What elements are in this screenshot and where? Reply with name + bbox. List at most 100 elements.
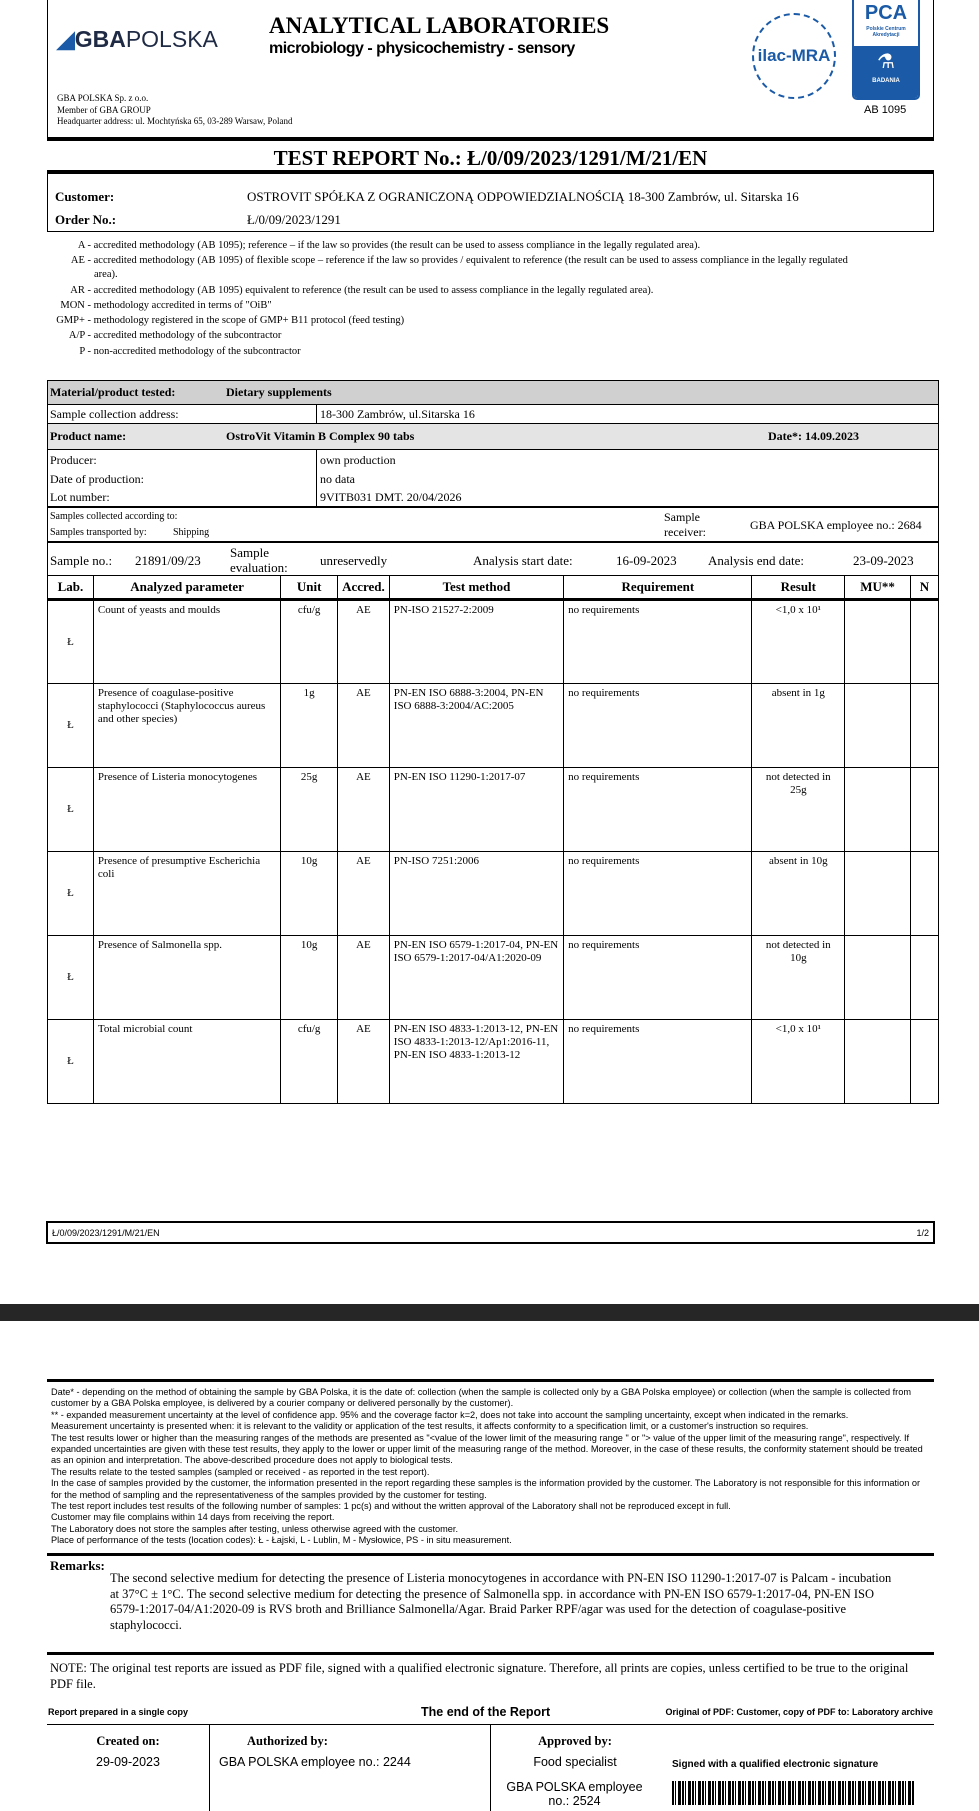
receiver-value: GBA POLSKA employee no.: 2684 — [750, 518, 922, 532]
page-footer: Ł/0/09/2023/1291/M/21/EN 1/2 — [46, 1221, 935, 1244]
divider — [490, 1725, 491, 1811]
end-date-value: 23-09-2023 — [853, 553, 914, 568]
footer-report-no: Ł/0/09/2023/1291/M/21/EN — [52, 1228, 160, 1238]
signed-text: Signed with a qualified electronic signa… — [672, 1759, 879, 1770]
authorized-value: GBA POLSKA employee no.: 2244 — [219, 1755, 411, 1769]
n-cell — [910, 599, 939, 684]
single-copy: Report prepared in a single copy — [48, 1707, 189, 1717]
created-value: 29-09-2023 — [96, 1755, 160, 1769]
n-cell — [910, 683, 939, 768]
mu-cell — [844, 683, 911, 768]
table-row: Ł Presence of coagulase-positive staphylo… — [47, 683, 939, 768]
lab-cell: Ł — [47, 1019, 94, 1104]
legend-code: GMP+ - — [56, 315, 91, 326]
producer-block: Producer: own production Date of product… — [48, 450, 938, 508]
accred-cell: AE — [337, 683, 390, 768]
table-row: Ł Count of yeasts and moulds cfu/g AE PN-ISO… — [47, 599, 939, 684]
divider — [47, 1553, 934, 1556]
legend-code: A - — [77, 240, 91, 251]
report-title: TEST REPORT No.: Ł/0/09/2023/1291/M/21/E… — [273, 146, 708, 170]
col-accred: Accred. — [337, 575, 390, 601]
material-label: Material/product tested: — [50, 385, 176, 399]
footnote: The test results lower or higher than th… — [51, 1432, 923, 1466]
requirement-cell: no requirements — [563, 851, 753, 936]
unit-cell: 25g — [280, 767, 339, 852]
accred-cell: AE — [337, 851, 390, 936]
original-copy: Original of PDF: Customer, copy of PDF t… — [665, 1707, 933, 1717]
col-result: Result — [751, 575, 846, 601]
company-name: GBA POLSKA Sp. z o.o. — [57, 93, 149, 103]
lab-cell: Ł — [47, 851, 94, 936]
parameter-cell: Total microbial count — [92, 1019, 282, 1104]
table-row: Ł Presence of Salmonella spp. 10g AE PN-EN I… — [47, 935, 939, 1020]
customer-value: OSTROVIT SPÓŁKA Z OGRANICZONĄ ODPOWIEDZI… — [247, 189, 799, 204]
approved-role: Food specialist — [533, 1755, 617, 1769]
footnote: In the case of samples provided by the c… — [51, 1478, 921, 1500]
legend-text: accredited methodology (AB 1095); refere… — [93, 240, 701, 251]
report-header — [47, 0, 934, 140]
divider — [209, 1725, 210, 1811]
method-cell: PN-EN ISO 6579-1:2017-04, PN-EN ISO 6579… — [388, 935, 565, 1020]
lot-label: Lot number: — [50, 490, 110, 504]
n-cell — [910, 935, 939, 1020]
parameter-cell: Presence of coagulase-positive staphyloc… — [92, 683, 282, 768]
logo-light: POLSKA — [125, 26, 218, 52]
result-cell: <1,0 x 10¹ — [751, 599, 846, 684]
accred-cell: AE — [337, 767, 390, 852]
col-n: N — [910, 575, 939, 601]
production-date-label: Date of production: — [50, 472, 144, 486]
divider — [316, 450, 317, 506]
divider — [47, 1652, 934, 1655]
ilac-mra-logo: ilac-MRA — [752, 13, 836, 99]
legend-item: A/P - accredited methodology of the subc… — [47, 330, 281, 341]
pca-subtitle: Polskie Centrum Akredytacji — [866, 26, 906, 38]
requirement-cell: no requirements — [563, 767, 753, 852]
footnote: The Laboratory does not store the sample… — [51, 1523, 459, 1534]
unit-cell: cfu/g — [280, 599, 339, 684]
footnote: Measurement uncertainty is presented whe… — [51, 1421, 809, 1432]
method-cell: PN-EN ISO 11290-1:2017-07 — [388, 767, 565, 852]
n-cell — [910, 1019, 939, 1104]
divider — [47, 137, 934, 141]
end-of-report: The end of the Report — [421, 1705, 551, 1719]
lab-cell: Ł — [47, 935, 94, 1020]
legend-code: A/P - — [68, 330, 91, 341]
logo-bold: GBA — [74, 26, 126, 52]
company-info: GBA POLSKA Sp. z o.o. Member of GBA GROU… — [57, 93, 292, 128]
address-label: Sample collection address: — [50, 407, 179, 421]
mu-cell — [844, 935, 911, 1020]
method-cell: PN-ISO 21527-2:2009 — [388, 599, 565, 684]
collected-label: Samples collected according to: — [50, 511, 178, 522]
lab-cell: Ł — [47, 767, 94, 852]
lot-value: 9VITB031 DMT. 20/04/2026 — [320, 490, 462, 504]
sample-info: Material/product tested: Dietary supplem… — [47, 380, 939, 577]
product-row: Product name: OstroVit Vitamin B Complex… — [48, 424, 938, 450]
col-mu: MU** — [844, 575, 911, 601]
evaluation-value: unreservedly — [320, 553, 388, 568]
legend-code: AR - — [70, 285, 91, 296]
authorized-label: Authorized by: — [247, 1734, 328, 1748]
result-cell: not detected in 25g — [751, 767, 846, 852]
table-header: Lab. Analyzed parameter Unit Accred. Tes… — [47, 575, 939, 601]
product-value: OstroVit Vitamin B Complex 90 tabs — [226, 429, 415, 443]
accreditation-number: AB 1095 — [864, 104, 907, 116]
mu-cell — [844, 1019, 911, 1104]
collection-block: Samples collected according to: Samples … — [48, 508, 938, 543]
legend-text: accredited methodology (AB 1095) of flex… — [93, 255, 848, 266]
footnote: ** - expanded measurement uncertainty at… — [51, 1409, 849, 1420]
mu-cell — [844, 599, 911, 684]
table-row: Ł Presence of Listeria monocytogenes 25g AE… — [47, 767, 939, 852]
start-date-value: 16-09-2023 — [616, 553, 677, 568]
material-row: Material/product tested: Dietary supplem… — [48, 381, 938, 405]
parameter-cell: Count of yeasts and moulds — [92, 599, 282, 684]
lab-cell: Ł — [47, 599, 94, 684]
footnote: Date* - depending on the method of obtai… — [51, 1387, 912, 1409]
signature-table: Created on: 29-09-2023 Authorized by: GB… — [47, 1724, 934, 1811]
approved-label: Approved by: — [538, 1734, 612, 1748]
receiver-label: receiver: — [664, 525, 706, 539]
transported-value: Shipping — [173, 527, 210, 538]
legend-item: AR - accredited methodology (AB 1095) eq… — [47, 285, 653, 296]
requirement-cell: no requirements — [563, 599, 753, 684]
company-member: Member of GBA GROUP — [57, 104, 151, 115]
producer-label: Producer: — [50, 453, 97, 467]
